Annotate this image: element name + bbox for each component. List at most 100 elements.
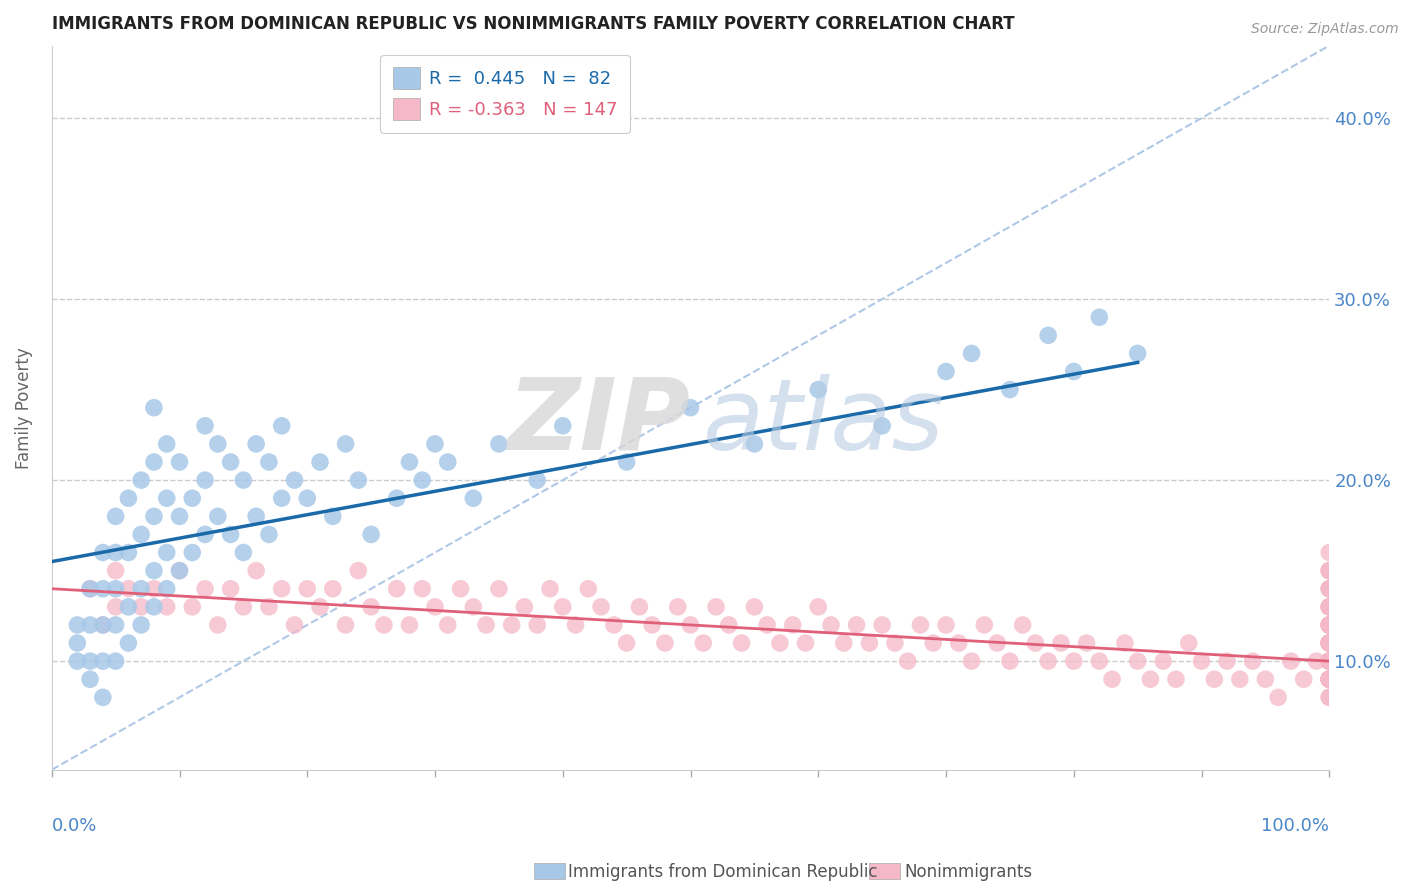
Point bbox=[883, 636, 905, 650]
Point bbox=[257, 599, 280, 614]
Point bbox=[1317, 654, 1340, 668]
Text: Nonimmigrants: Nonimmigrants bbox=[904, 863, 1032, 881]
Text: ZIP: ZIP bbox=[508, 374, 690, 471]
Point bbox=[1317, 654, 1340, 668]
Point bbox=[436, 618, 458, 632]
Point bbox=[679, 401, 702, 415]
Point bbox=[142, 564, 165, 578]
Point bbox=[309, 455, 332, 469]
Point bbox=[1139, 672, 1161, 686]
Point bbox=[1317, 636, 1340, 650]
Point bbox=[1152, 654, 1174, 668]
Point bbox=[156, 599, 179, 614]
Point bbox=[297, 582, 319, 596]
Point bbox=[1254, 672, 1277, 686]
Point bbox=[1317, 618, 1340, 632]
Point bbox=[1317, 618, 1340, 632]
Point bbox=[79, 582, 101, 596]
Point bbox=[1317, 654, 1340, 668]
Point bbox=[104, 564, 127, 578]
Point bbox=[463, 491, 485, 506]
Point bbox=[1038, 654, 1060, 668]
Point bbox=[1317, 636, 1340, 650]
Point bbox=[117, 636, 139, 650]
Point bbox=[398, 618, 420, 632]
Legend: R =  0.445   N =  82, R = -0.363   N = 147: R = 0.445 N = 82, R = -0.363 N = 147 bbox=[380, 54, 630, 133]
Point bbox=[91, 582, 114, 596]
Point bbox=[207, 618, 229, 632]
Point bbox=[1317, 636, 1340, 650]
Point bbox=[104, 582, 127, 596]
Point bbox=[948, 636, 970, 650]
Point bbox=[207, 437, 229, 451]
Point bbox=[181, 491, 204, 506]
Point bbox=[257, 455, 280, 469]
Point bbox=[1088, 654, 1111, 668]
Point bbox=[1317, 545, 1340, 559]
Point bbox=[411, 473, 433, 487]
Point bbox=[1126, 654, 1149, 668]
Point bbox=[564, 618, 586, 632]
Point bbox=[1317, 672, 1340, 686]
Point bbox=[501, 618, 523, 632]
Point bbox=[1317, 618, 1340, 632]
Point bbox=[1317, 582, 1340, 596]
Point bbox=[807, 383, 830, 397]
Point bbox=[297, 491, 319, 506]
Point bbox=[219, 527, 242, 541]
Point bbox=[1076, 636, 1098, 650]
Point bbox=[360, 527, 382, 541]
Text: IMMIGRANTS FROM DOMINICAN REPUBLIC VS NONIMMIGRANTS FAMILY POVERTY CORRELATION C: IMMIGRANTS FROM DOMINICAN REPUBLIC VS NO… bbox=[52, 15, 1014, 33]
Point bbox=[1292, 672, 1315, 686]
Point bbox=[1126, 346, 1149, 360]
Point bbox=[538, 582, 561, 596]
Point bbox=[156, 582, 179, 596]
Point bbox=[169, 564, 191, 578]
Point bbox=[488, 437, 510, 451]
Point bbox=[1317, 599, 1340, 614]
Point bbox=[704, 599, 727, 614]
Point bbox=[156, 545, 179, 559]
Point bbox=[219, 582, 242, 596]
Point bbox=[603, 618, 626, 632]
Point bbox=[129, 599, 152, 614]
Point bbox=[463, 599, 485, 614]
Point bbox=[1204, 672, 1226, 686]
Point bbox=[270, 491, 292, 506]
Point bbox=[782, 618, 804, 632]
Point bbox=[104, 509, 127, 524]
Point bbox=[91, 618, 114, 632]
Point bbox=[142, 455, 165, 469]
Point bbox=[717, 618, 740, 632]
Point bbox=[232, 599, 254, 614]
Point bbox=[1279, 654, 1302, 668]
Point bbox=[616, 636, 638, 650]
Point bbox=[142, 599, 165, 614]
Point bbox=[360, 599, 382, 614]
Point bbox=[641, 618, 664, 632]
Point bbox=[129, 582, 152, 596]
Point bbox=[1317, 672, 1340, 686]
Point bbox=[1317, 672, 1340, 686]
Point bbox=[1114, 636, 1136, 650]
Point bbox=[423, 599, 446, 614]
Point bbox=[1063, 364, 1085, 378]
Point bbox=[1317, 690, 1340, 705]
Point bbox=[1088, 310, 1111, 325]
Point bbox=[744, 437, 766, 451]
Point bbox=[335, 618, 357, 632]
Point bbox=[1317, 636, 1340, 650]
Point bbox=[129, 473, 152, 487]
Point bbox=[794, 636, 817, 650]
Point bbox=[1317, 564, 1340, 578]
Point bbox=[910, 618, 932, 632]
Text: Immigrants from Dominican Republic: Immigrants from Dominican Republic bbox=[568, 863, 877, 881]
Point bbox=[1317, 636, 1340, 650]
Point bbox=[270, 582, 292, 596]
Point bbox=[616, 455, 638, 469]
Point bbox=[194, 582, 217, 596]
Point bbox=[117, 491, 139, 506]
Point bbox=[436, 455, 458, 469]
Point bbox=[820, 618, 842, 632]
Text: atlas: atlas bbox=[703, 374, 945, 471]
